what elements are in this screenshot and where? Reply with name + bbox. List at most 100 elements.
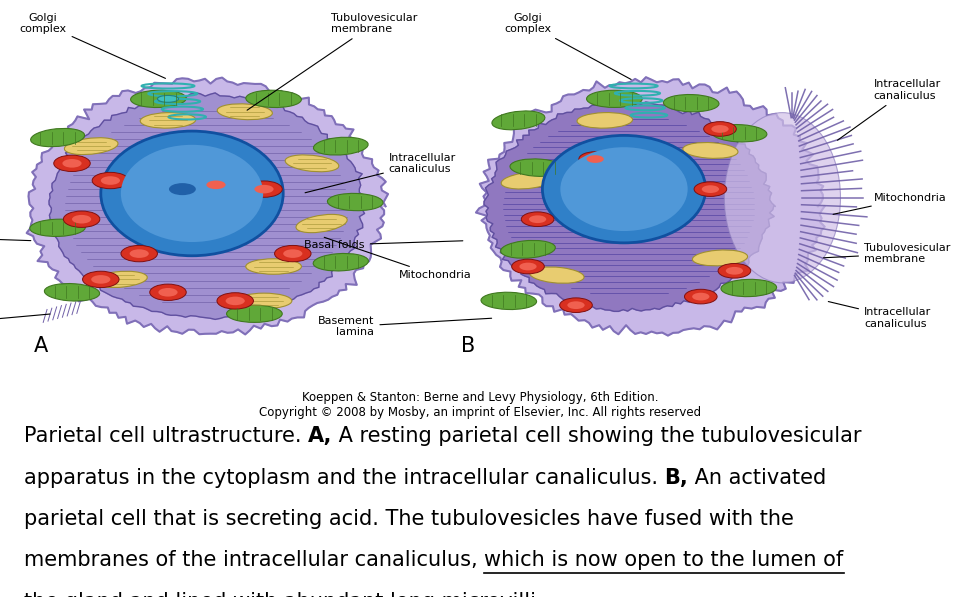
Circle shape (283, 250, 302, 258)
Ellipse shape (121, 145, 263, 242)
Text: Tubulovesicular
membrane: Tubulovesicular membrane (824, 243, 950, 264)
Text: A: A (34, 337, 48, 356)
Ellipse shape (501, 172, 555, 189)
Text: B: B (461, 337, 475, 356)
Ellipse shape (31, 128, 84, 147)
Circle shape (512, 259, 544, 274)
Circle shape (91, 275, 110, 284)
Ellipse shape (93, 271, 147, 288)
Circle shape (198, 177, 234, 193)
Ellipse shape (501, 241, 555, 259)
Ellipse shape (101, 131, 283, 256)
Circle shape (254, 185, 274, 193)
Ellipse shape (587, 90, 642, 107)
Circle shape (711, 125, 729, 133)
Text: Intracellular
canaliculus: Intracellular canaliculus (305, 153, 456, 193)
Ellipse shape (157, 96, 179, 102)
Circle shape (83, 271, 119, 288)
Text: Intracellular
canaliculus: Intracellular canaliculus (837, 79, 941, 140)
Ellipse shape (663, 94, 719, 112)
Ellipse shape (683, 143, 738, 158)
Ellipse shape (481, 293, 537, 309)
Text: which is now open to the lumen of: which is now open to the lumen of (484, 550, 844, 570)
Text: Intracellular
canaliculus: Intracellular canaliculus (828, 301, 931, 329)
Ellipse shape (64, 138, 118, 155)
Polygon shape (476, 77, 825, 336)
Circle shape (72, 215, 91, 223)
Circle shape (692, 293, 709, 300)
Circle shape (121, 245, 157, 261)
Circle shape (226, 297, 245, 305)
Ellipse shape (327, 193, 383, 211)
Circle shape (169, 183, 196, 195)
Text: apparatus in the cytoplasm and the intracellular canaliculus.: apparatus in the cytoplasm and the intra… (24, 467, 664, 488)
Text: Mitochondria: Mitochondria (833, 193, 947, 214)
Polygon shape (27, 78, 388, 334)
Ellipse shape (313, 254, 369, 271)
Circle shape (567, 301, 585, 309)
Circle shape (694, 182, 727, 196)
Circle shape (206, 180, 226, 189)
Text: A resting parietal cell showing the tubulovesicular: A resting parietal cell showing the tubu… (332, 426, 862, 446)
Text: Golgi
complex: Golgi complex (19, 13, 165, 78)
Circle shape (579, 152, 612, 167)
Ellipse shape (692, 250, 748, 266)
Circle shape (63, 211, 100, 227)
Circle shape (529, 216, 546, 223)
Circle shape (130, 250, 149, 258)
Circle shape (684, 290, 717, 304)
Text: the gland and lined with abundant long microvilli.: the gland and lined with abundant long m… (24, 592, 542, 597)
Circle shape (246, 181, 282, 197)
Ellipse shape (236, 293, 292, 309)
Text: membranes of the intracellular canaliculus,: membranes of the intracellular canalicul… (24, 550, 484, 570)
Circle shape (726, 267, 743, 275)
Ellipse shape (492, 111, 545, 130)
Circle shape (217, 293, 253, 309)
Text: Tubulovesicular
membrane: Tubulovesicular membrane (247, 13, 418, 110)
Circle shape (150, 284, 186, 300)
Ellipse shape (510, 159, 565, 176)
Text: Parietal cell ultrastructure.: Parietal cell ultrastructure. (24, 426, 308, 446)
Ellipse shape (577, 113, 633, 128)
Text: Basement
lamina: Basement lamina (318, 316, 492, 337)
Ellipse shape (530, 267, 584, 283)
Ellipse shape (246, 90, 301, 107)
Ellipse shape (30, 219, 85, 236)
Circle shape (62, 159, 82, 168)
Text: An activated: An activated (688, 467, 827, 488)
Text: Basement
lamina: Basement lamina (0, 314, 50, 337)
Ellipse shape (721, 279, 777, 297)
Circle shape (519, 263, 537, 270)
Circle shape (275, 245, 311, 261)
Text: Koeppen & Stanton: Berne and Levy Physiology, 6th Edition.
Copyright © 2008 by M: Koeppen & Stanton: Berne and Levy Physio… (259, 391, 701, 419)
Polygon shape (49, 93, 365, 319)
Ellipse shape (542, 136, 706, 243)
Ellipse shape (285, 155, 339, 172)
Ellipse shape (296, 214, 348, 233)
Circle shape (718, 263, 751, 278)
Circle shape (101, 176, 120, 185)
Text: Basal folds: Basal folds (304, 240, 463, 250)
Circle shape (587, 155, 604, 163)
Ellipse shape (131, 90, 186, 107)
Ellipse shape (314, 137, 368, 155)
Polygon shape (484, 101, 776, 312)
Circle shape (702, 185, 719, 193)
Ellipse shape (561, 147, 687, 231)
Ellipse shape (246, 259, 301, 274)
Ellipse shape (217, 104, 273, 119)
Text: B,: B, (664, 467, 688, 488)
Circle shape (521, 212, 554, 226)
Circle shape (560, 298, 592, 312)
Text: Mitochondria: Mitochondria (324, 238, 471, 280)
Text: Basal folds: Basal folds (0, 232, 31, 241)
Ellipse shape (44, 284, 100, 301)
Text: A,: A, (308, 426, 332, 446)
Circle shape (54, 155, 90, 171)
Circle shape (704, 122, 736, 136)
Text: Golgi
complex: Golgi complex (504, 13, 631, 79)
Ellipse shape (711, 125, 767, 142)
Circle shape (92, 173, 129, 189)
Text: parietal cell that is secreting acid. The tubulovesicles have fused with the: parietal cell that is secreting acid. Th… (24, 509, 794, 529)
Ellipse shape (227, 305, 282, 322)
